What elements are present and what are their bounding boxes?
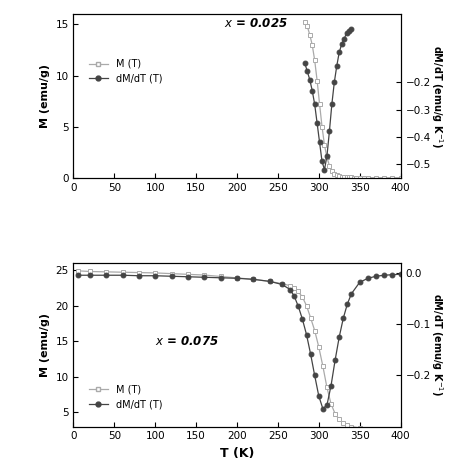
Text: $x$ = 0.075: $x$ = 0.075 xyxy=(155,335,219,348)
Text: $x$ = 0.025: $x$ = 0.025 xyxy=(224,18,288,30)
Y-axis label: M (emu/g): M (emu/g) xyxy=(40,64,50,128)
X-axis label: T (K): T (K) xyxy=(220,447,254,460)
Legend: M (T), dM/dT (T): M (T), dM/dT (T) xyxy=(85,381,166,413)
Y-axis label: dM/dT (emu/g K$^{-1}$): dM/dT (emu/g K$^{-1}$) xyxy=(428,293,445,396)
Legend: M (T), dM/dT (T): M (T), dM/dT (T) xyxy=(85,55,166,88)
Y-axis label: M (emu/g): M (emu/g) xyxy=(40,313,50,377)
Y-axis label: dM/dT (emu/g K$^{-1}$): dM/dT (emu/g K$^{-1}$) xyxy=(428,45,445,147)
